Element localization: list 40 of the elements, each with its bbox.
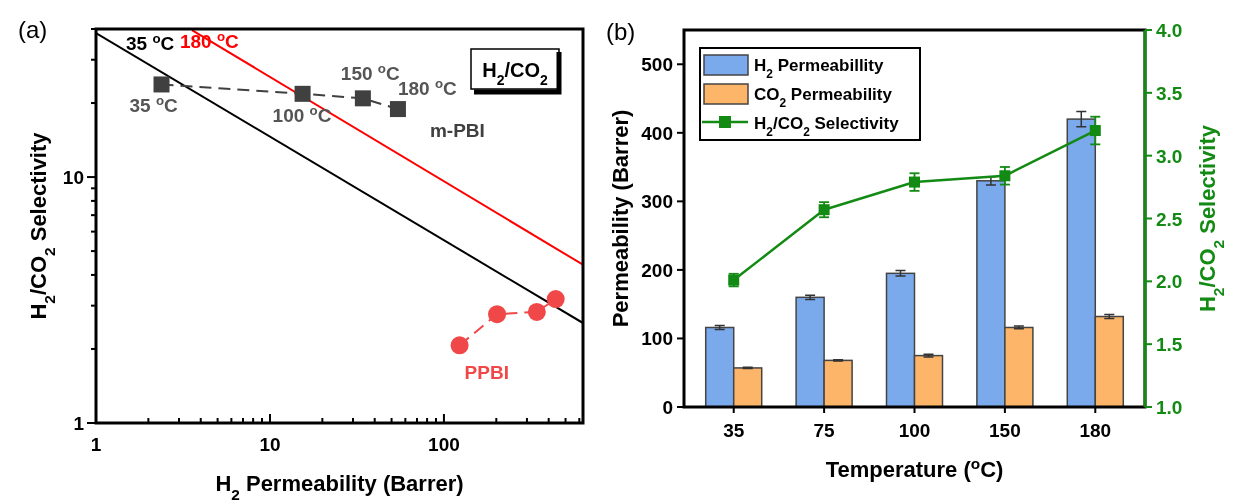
- x-tick-label: 150: [989, 420, 1021, 441]
- y-tick-label: 200: [641, 259, 673, 281]
- series-label: m-PBI: [429, 120, 485, 142]
- x-tick-label: 1: [90, 434, 102, 455]
- annotation: 100 $^{o}$C: [272, 102, 332, 126]
- y-axis-title: Permeability (Barrer): [608, 109, 633, 328]
- x-tick-label: 100: [428, 434, 460, 455]
- y-tick-label: 400: [641, 122, 673, 144]
- x-tick-label: 180: [1079, 420, 1112, 441]
- y2-tick-label: 2.0: [1156, 271, 1183, 293]
- y2-tick-label: 1.5: [1156, 334, 1183, 356]
- point: [909, 176, 920, 188]
- y-tick-label: 500: [641, 54, 673, 76]
- y2-tick-label: 1.0: [1156, 397, 1183, 418]
- annotation: 150 $^{o}$C: [340, 60, 400, 85]
- point: [1089, 125, 1101, 137]
- annotation: 35 $^{o}$C: [129, 92, 179, 117]
- y2-tick-label: 4.0: [1156, 20, 1183, 41]
- x-tick-label: 75: [813, 420, 836, 441]
- chart-title: (a): [18, 16, 48, 43]
- series-label: 180 $^{o}$C: [179, 28, 240, 53]
- x-axis-title: Temperature ($^{o}$C): [825, 454, 1004, 482]
- legend-label: CO$_{2}$ Permeability: [754, 85, 893, 110]
- point: [999, 170, 1011, 182]
- y-tick-label: 100: [641, 328, 673, 350]
- series-label: 35 $^{o}$C: [126, 30, 175, 55]
- x-tick-label: 100: [898, 420, 931, 441]
- y-tick-label: 0: [662, 397, 673, 418]
- series-label: PPBI: [464, 362, 509, 384]
- legend-label: H$_{2}$ Permeabillity: [754, 56, 884, 81]
- y2-tick-label: 2.5: [1156, 208, 1183, 230]
- chart-title: (b): [606, 18, 636, 45]
- x-tick-label: 35: [723, 420, 745, 441]
- y2-tick-label: 3.0: [1156, 145, 1183, 167]
- legend-label: H$_{2}$/CO$_{2}$ Selectivity: [754, 114, 900, 139]
- y2-tick-label: 3.5: [1156, 82, 1183, 104]
- x-tick-label: 10: [259, 434, 281, 455]
- x-axis-title: H$_{2}$ Permeability (Barrer): [215, 471, 464, 500]
- annotation: H$_{2}$/CO$_{2}$: [482, 59, 549, 88]
- y-tick-label: 300: [641, 191, 673, 213]
